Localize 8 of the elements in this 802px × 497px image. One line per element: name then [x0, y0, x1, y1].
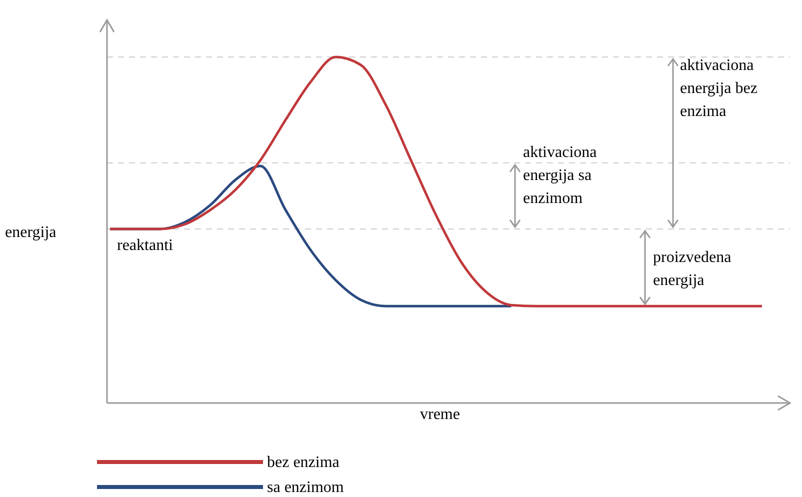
- y-axis-title: energija: [5, 224, 56, 241]
- annotation: aktivaciona energija sa enzimom: [523, 144, 597, 207]
- annotation: reaktanti: [117, 237, 174, 254]
- legend-label: bez enzima: [267, 454, 340, 471]
- x-axis-title: vreme: [420, 406, 460, 423]
- annotation: aktivaciona energija bez enzima: [680, 57, 758, 120]
- legend-label: sa enzimom: [267, 479, 344, 496]
- annotation: proizvedena energija: [653, 249, 732, 289]
